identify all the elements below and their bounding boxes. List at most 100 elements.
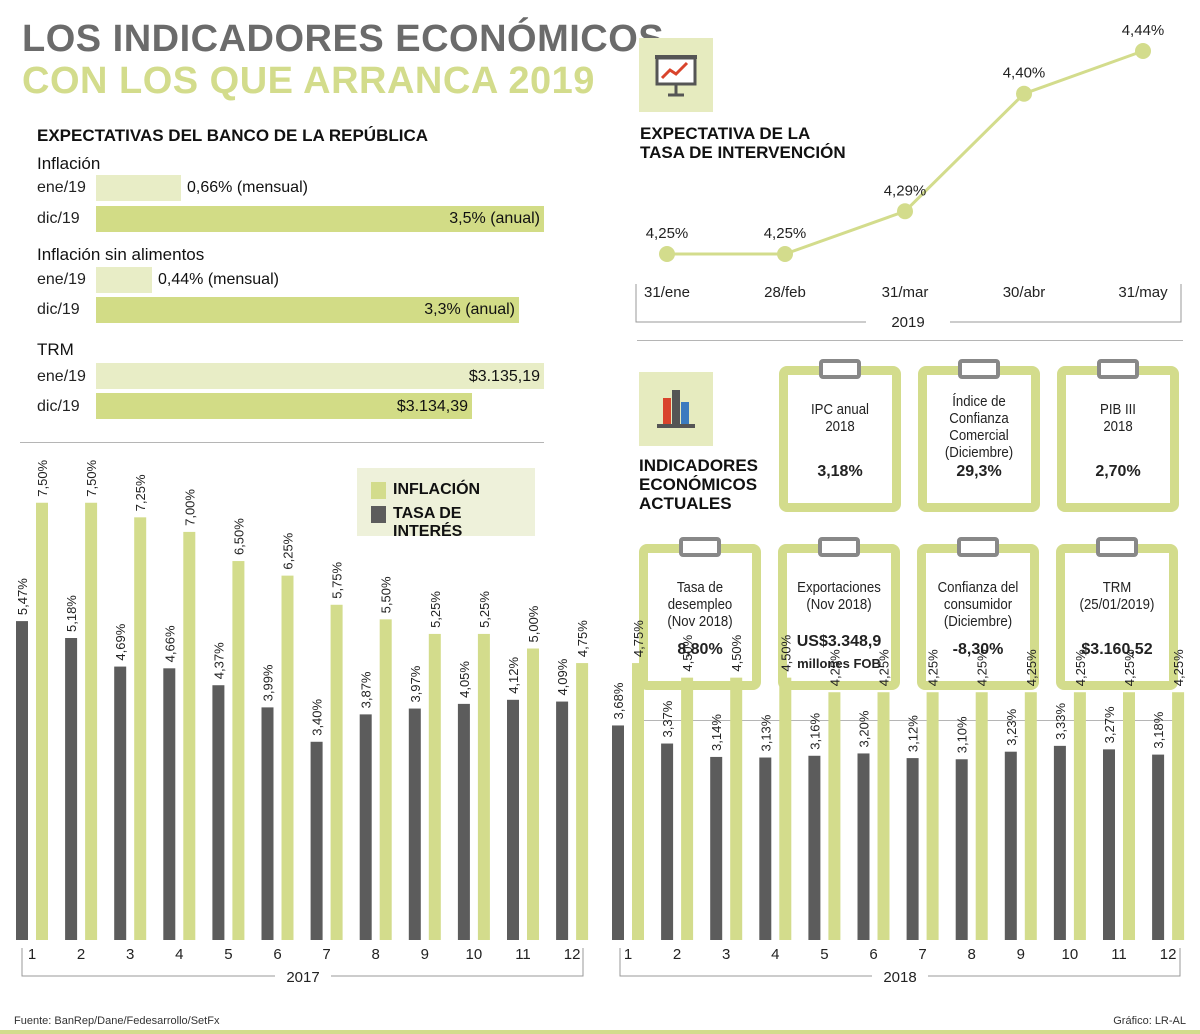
- indicator-card-title-line: Comercial: [949, 427, 1009, 444]
- indicator-card-title-line: (Nov 2018): [806, 596, 872, 613]
- tasa-point: [777, 246, 793, 262]
- indicator-card-value: 8,80%: [677, 641, 723, 658]
- bar-tasa: [857, 753, 870, 940]
- indicator-card: PIB III 2018 2,70%: [1057, 359, 1179, 512]
- bar-tasa-label: 3,20%: [857, 710, 872, 747]
- hbar-sinalim-dic: [96, 297, 519, 323]
- bar-inflacion-label: 4,75%: [631, 620, 646, 657]
- clipboard-clip-icon: [958, 359, 1000, 379]
- bar-tasa-label: 3,37%: [660, 700, 675, 737]
- bar-x-tick-label: 1: [28, 946, 36, 963]
- bar-tasa: [759, 757, 772, 940]
- tasa-value-label: 4,29%: [884, 182, 927, 199]
- bar-inflacion: [1123, 692, 1135, 940]
- tasa-point: [659, 246, 675, 262]
- bar-tasa: [556, 701, 569, 940]
- bar-x-tick-label: 8: [372, 946, 380, 963]
- bar-x-tick-label: 3: [126, 946, 134, 963]
- hbar-trm-dic: [96, 393, 472, 419]
- tasa-value-label: 4,25%: [646, 225, 689, 242]
- indicator-card-value: 3,18%: [817, 463, 863, 480]
- bar-tasa-label: 5,47%: [15, 578, 30, 615]
- bar-inflacion-label: 4,25%: [877, 649, 892, 686]
- hbar-trm-ene: [96, 363, 544, 389]
- bar-tasa-label: 5,18%: [64, 595, 79, 632]
- bar-inflacion-label: 4,50%: [778, 634, 793, 671]
- bar-tasa: [955, 759, 968, 940]
- bar-tasa: [163, 668, 176, 940]
- bar-tasa-label: 3,16%: [807, 712, 822, 749]
- bar-tasa-label: 3,68%: [611, 682, 626, 719]
- indicadores-heading-line3: ACTUALES: [639, 494, 732, 513]
- group-title-inflacion-sin-alimentos: Inflación sin alimentos: [37, 245, 205, 264]
- hval-trm-ene: $3.135,19: [468, 368, 540, 385]
- bar-x-tick-label: 7: [322, 946, 330, 963]
- bar-inflacion: [1024, 692, 1037, 940]
- main-title-line1: LOS INDICADORES ECONÓMICOS: [22, 18, 665, 60]
- row-label: ene/19: [37, 179, 86, 196]
- bar-inflacion-label: 5,25%: [477, 591, 492, 628]
- bar-tasa: [16, 621, 28, 940]
- bar-tasa: [507, 699, 519, 940]
- clipboard-clip-icon: [1097, 359, 1139, 379]
- divider: [637, 340, 1183, 341]
- bar-tasa-label: 3,87%: [359, 671, 374, 708]
- tasa-heading-line2: TASA DE INTERVENCIÓN: [640, 143, 846, 162]
- bar-inflacion-label: 5,75%: [330, 561, 345, 598]
- tasa-x-tick-label: 31/ene: [644, 284, 690, 301]
- group-title-inflacion: Inflación: [37, 154, 101, 173]
- bar-tasa-label: 4,66%: [162, 625, 177, 662]
- bar-x-tick-label: 6: [869, 946, 877, 963]
- bar-inflacion-label: 4,25%: [827, 649, 842, 686]
- bar-x-tick-label: 4: [175, 946, 183, 963]
- bar-x-tick-label: 11: [515, 946, 531, 963]
- bar-x-tick-label: 9: [421, 946, 429, 963]
- legend-label-tasa: TASA DE INTERÉS: [393, 505, 463, 540]
- indicadores-heading: INDICADORES ECONÓMICOS ACTUALES: [639, 456, 758, 513]
- bar-tasa-label: 3,12%: [906, 715, 921, 752]
- bar-inflacion: [877, 692, 890, 940]
- bar-x-tick-label: 3: [722, 946, 730, 963]
- indicator-card-title-line: 2018: [825, 418, 855, 435]
- indicator-card-title: Confianza del consumidor (Diciembre): [932, 579, 1024, 630]
- indicator-card: TRM (25/01/2019) $3.160,52: [1056, 537, 1178, 690]
- indicator-card: Exportaciones (Nov 2018) millones FOB US$3.…: [778, 537, 900, 690]
- bar-inflacion: [926, 692, 939, 940]
- indicator-card-title-line: (25/01/2019): [1079, 596, 1155, 613]
- bar-x-axis-label: 2017: [286, 969, 319, 986]
- bar-inflacion-label: 7,00%: [182, 489, 197, 526]
- hval-inflacion-ene: 0,66% (mensual): [187, 179, 308, 196]
- bar-tasa-label: 3,33%: [1053, 703, 1068, 740]
- indicator-card: Índice de Confianza Comercial (Diciembre) 29…: [918, 359, 1040, 512]
- main-title-line2: CON LOS QUE ARRANCA 2019: [22, 60, 595, 102]
- hbar-sinalim-ene: [96, 267, 152, 293]
- bar-inflacion-label: 7,50%: [84, 459, 99, 496]
- bar-inflacion: [1073, 692, 1086, 940]
- row-label: dic/19: [37, 210, 80, 227]
- bar-tasa: [710, 756, 723, 940]
- indicator-card-title-line: 2018: [1103, 418, 1133, 435]
- bar-x-tick-label: 8: [968, 946, 976, 963]
- legend-label-inflacion: INFLACIÓN: [393, 481, 481, 498]
- tasa-value-label: 4,40%: [1003, 65, 1046, 82]
- hval-sinalim-dic: 3,3% (anual): [424, 301, 515, 318]
- indicator-card-title-line: Índice de: [952, 393, 1006, 410]
- indicator-card-title: Exportaciones (Nov 2018): [793, 579, 885, 613]
- bar-x-tick-label: 1: [624, 946, 632, 963]
- bar-tasa-label: 3,27%: [1102, 706, 1117, 743]
- bar-tasa-label: 3,97%: [408, 665, 423, 702]
- indicator-card-title: PIB III 2018: [1072, 401, 1164, 435]
- bar-tasa: [212, 685, 225, 940]
- bar-inflacion-label: 4,25%: [926, 649, 941, 686]
- bar-x-tick-label: 5: [820, 946, 828, 963]
- bar-tasa-label: 4,05%: [457, 661, 472, 698]
- bar-x-tick-label: 10: [466, 946, 483, 963]
- indicator-card-title: Índice de Confianza Comercial (Diciembre): [933, 393, 1025, 461]
- bar-inflacion-label: 5,25%: [428, 591, 443, 628]
- bar-inflacion: [232, 561, 245, 940]
- bar-tasa: [1053, 745, 1066, 940]
- bar-inflacion-label: 4,25%: [975, 649, 990, 686]
- bar-tasa: [310, 741, 323, 940]
- bar-inflacion: [379, 619, 392, 940]
